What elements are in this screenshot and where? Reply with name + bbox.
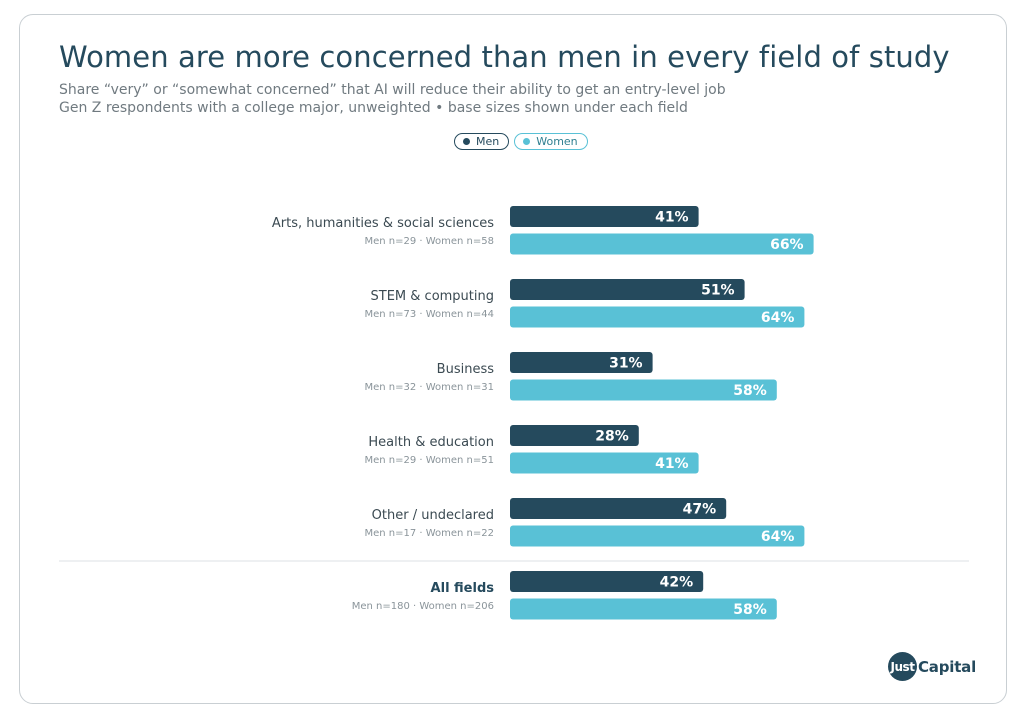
bar-women-stem-computing [510,306,805,328]
base-size-other-undeclared: Men n=17 · Women n=22 [364,528,494,539]
logo-badge: Just [888,652,917,681]
bar-men-stem-computing [510,279,745,300]
bar-women-business [510,379,777,401]
value-label-men-other-undeclared: 47% [683,502,717,518]
chart-title: Women are more concerned than men in eve… [59,40,950,74]
just-capital-logo: Just Capital [888,652,976,681]
legend-item-men[interactable]: Men [454,133,510,150]
bar-men-other-undeclared [510,498,727,519]
logo-text: Capital [918,657,977,676]
bar-men-arts-humanities-social-sciences [510,206,699,227]
value-label-women-all-fields: 58% [733,602,767,618]
value-label-women-stem-computing: 64% [761,310,795,326]
category-label-arts-humanities-social-sciences: Arts, humanities & social sciences [272,216,494,231]
legend-dot-men [463,138,470,145]
base-size-all-fields: Men n=180 · Women n=206 [352,601,494,612]
bar-women-arts-humanities-social-sciences [510,233,814,255]
value-label-women-other-undeclared: 64% [761,529,795,545]
base-size-arts-humanities-social-sciences: Men n=29 · Women n=58 [364,236,494,247]
bar-women-other-undeclared [510,525,805,547]
value-label-women-arts-humanities-social-sciences: 66% [770,237,804,253]
value-label-men-health-education: 28% [595,429,629,445]
value-label-women-health-education: 41% [655,456,689,472]
legend: Men Women [454,133,588,150]
value-label-men-all-fields: 42% [660,575,694,591]
category-label-stem-computing: STEM & computing [371,289,494,304]
legend-label-women: Women [536,135,578,148]
base-size-business: Men n=32 · Women n=31 [364,382,494,393]
value-label-men-arts-humanities-social-sciences: 41% [655,210,689,226]
value-label-men-business: 31% [609,356,643,372]
bar-women-all-fields [510,598,777,620]
category-label-all-fields: All fields [431,581,495,596]
category-label-health-education: Health & education [368,435,494,450]
bar-women-health-education [510,452,699,474]
chart-subtitle: Share “very” or “somewhat concerned” tha… [59,82,726,98]
bar-men-health-education [510,425,639,446]
value-label-women-business: 58% [733,383,767,399]
legend-label-men: Men [476,135,500,148]
category-label-other-undeclared: Other / undeclared [372,508,494,523]
bar-men-all-fields [510,571,704,592]
base-size-stem-computing: Men n=73 · Women n=44 [364,309,494,320]
category-label-business: Business [437,362,495,377]
value-label-men-stem-computing: 51% [701,283,735,299]
chart-note: Gen Z respondents with a college major, … [59,100,688,116]
legend-dot-women [523,138,531,145]
legend-item-women[interactable]: Women [514,133,588,150]
bar-men-business [510,352,653,373]
base-size-health-education: Men n=29 · Women n=51 [364,455,494,466]
